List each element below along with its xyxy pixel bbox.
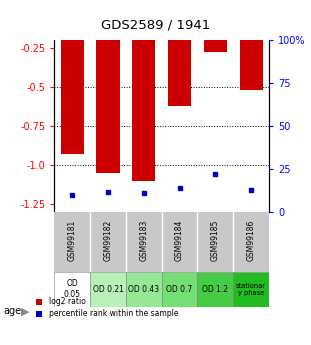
Text: OD
0.05: OD 0.05: [64, 279, 81, 299]
Bar: [162, 272, 197, 307]
Text: stationar
y phase: stationar y phase: [236, 283, 266, 296]
Text: GDS2589 / 1941: GDS2589 / 1941: [101, 18, 210, 31]
Bar: [126, 272, 162, 307]
Text: age: age: [3, 306, 21, 316]
Text: GSM99181: GSM99181: [68, 220, 77, 262]
Bar: [132, 40, 156, 181]
Text: OD 1.2: OD 1.2: [202, 285, 228, 294]
Text: OD 0.7: OD 0.7: [166, 285, 193, 294]
Bar: [233, 272, 269, 307]
Text: GSM99185: GSM99185: [211, 220, 220, 262]
Bar: [96, 40, 120, 173]
Text: GSM99184: GSM99184: [175, 220, 184, 262]
Bar: [54, 272, 90, 307]
Legend: log2 ratio, percentile rank within the sample: log2 ratio, percentile rank within the s…: [32, 294, 181, 322]
Bar: [204, 40, 227, 52]
Text: GSM99182: GSM99182: [104, 220, 113, 262]
Text: OD 0.43: OD 0.43: [128, 285, 160, 294]
Bar: [61, 40, 84, 154]
Bar: [197, 272, 233, 307]
Text: GSM99186: GSM99186: [247, 220, 256, 262]
Bar: [90, 272, 126, 307]
Bar: [239, 40, 263, 90]
Text: OD 0.21: OD 0.21: [93, 285, 123, 294]
Text: ▶: ▶: [21, 306, 30, 316]
Bar: [168, 40, 191, 106]
Text: GSM99183: GSM99183: [139, 220, 148, 262]
